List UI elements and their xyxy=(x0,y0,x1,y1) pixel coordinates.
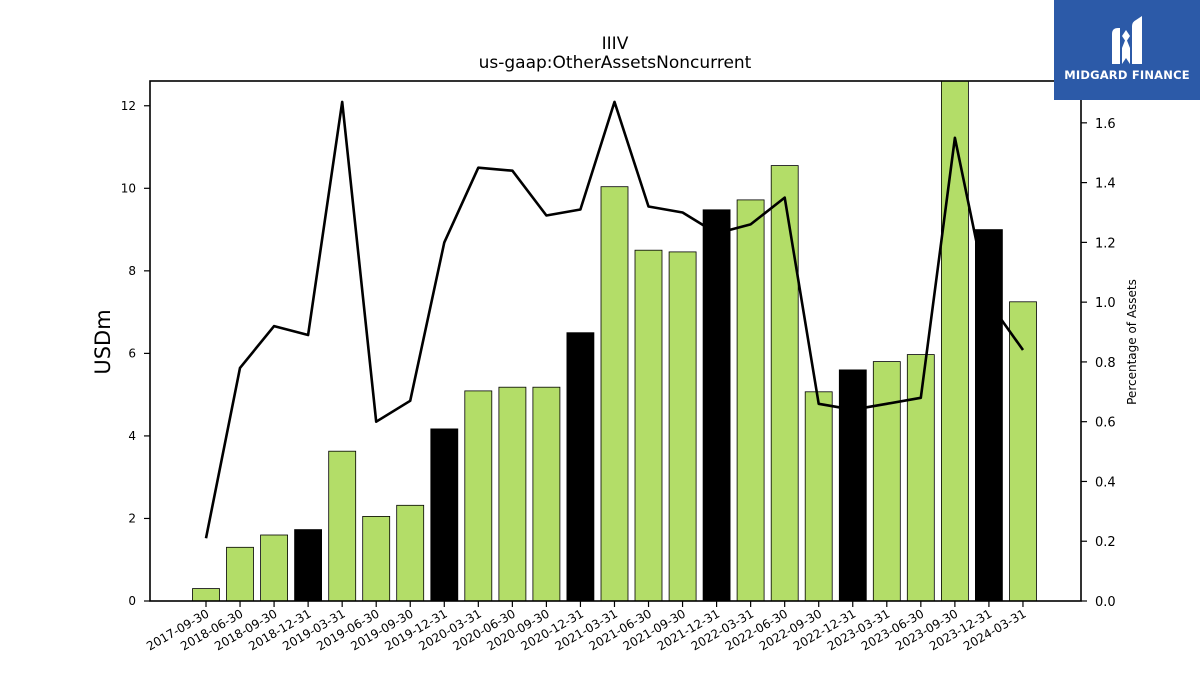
bar-2022-03-31 xyxy=(736,199,765,602)
bar-2020-12-31 xyxy=(566,332,595,602)
y2-tick-label: 0.6 xyxy=(1095,416,1116,431)
y2-tick-label: 0.4 xyxy=(1095,475,1116,490)
y-tick-label: 10 xyxy=(121,181,136,195)
bar-2022-06-30 xyxy=(770,165,799,602)
bar-2017-09-30 xyxy=(192,588,220,602)
y2-tick-label: 0.8 xyxy=(1095,356,1116,371)
bar-2019-12-31 xyxy=(430,428,459,602)
y-axis-label: USDm xyxy=(91,309,115,374)
bar-2021-06-30 xyxy=(634,249,663,602)
bar-2019-06-30 xyxy=(362,516,391,602)
bar-2019-03-31 xyxy=(328,450,357,602)
bar-2020-03-31 xyxy=(464,390,493,602)
y-tick-label: 4 xyxy=(128,429,136,443)
midgard-logo-icon xyxy=(1112,16,1142,64)
y2-tick-label: 1.4 xyxy=(1095,177,1116,192)
y2-axis-label: Percentage of Assets xyxy=(1125,279,1139,405)
bar-2022-09-30 xyxy=(804,391,833,602)
bar-2022-12-31 xyxy=(838,369,867,602)
y2-tick-label: 1.0 xyxy=(1095,296,1116,311)
bar-2021-12-31 xyxy=(702,209,731,602)
y2-tick-label: 0.2 xyxy=(1095,535,1116,550)
bar-2021-09-30 xyxy=(668,251,697,602)
plot-frame xyxy=(149,80,1082,602)
chart-title-line2: us-gaap:OtherAssetsNoncurrent xyxy=(479,53,752,73)
bar-2023-09-30 xyxy=(941,80,969,602)
line-series xyxy=(204,100,1025,539)
brand-logo: MIDGARD FINANCE xyxy=(1054,0,1200,100)
y-tick-label: 8 xyxy=(128,264,136,278)
bar-2024-03-31 xyxy=(1009,301,1037,602)
bar-2023-03-31 xyxy=(872,361,901,602)
bar-2018-06-30 xyxy=(226,546,254,602)
bar-2020-09-30 xyxy=(532,386,561,602)
bar-2020-06-30 xyxy=(498,386,527,602)
bar-2021-03-31 xyxy=(600,186,629,602)
bar-2019-09-30 xyxy=(396,504,425,602)
y2-tick-label: 0.0 xyxy=(1095,595,1116,610)
y-tick-label: 6 xyxy=(128,346,136,360)
bar-group xyxy=(192,80,1037,602)
y-tick-label: 0 xyxy=(128,594,136,608)
bar-2018-12-31 xyxy=(294,529,323,602)
percentage-line xyxy=(204,100,1025,539)
y-tick-label: 12 xyxy=(121,99,136,113)
y-tick-label: 2 xyxy=(128,511,136,525)
y2-tick-label: 1.6 xyxy=(1095,117,1116,132)
logo-text: MIDGARD FINANCE xyxy=(1064,68,1190,82)
bar-2023-12-31 xyxy=(975,229,1003,602)
y2-tick-label: 1.2 xyxy=(1095,236,1116,251)
chart-title-line1: IIIV xyxy=(602,34,629,54)
bar-2018-09-30 xyxy=(260,534,289,602)
